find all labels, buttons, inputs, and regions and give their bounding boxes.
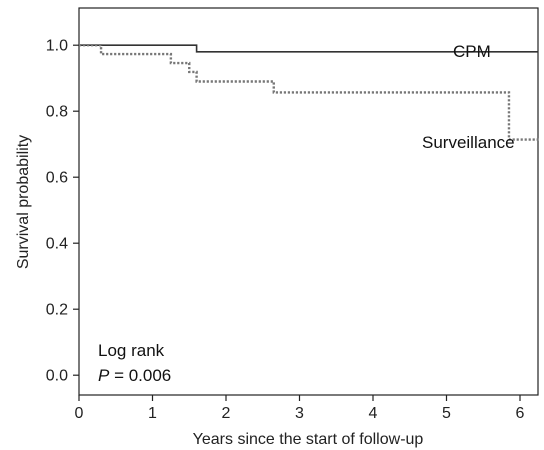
series-line-cpm (79, 44, 539, 53)
p-label: P (98, 366, 110, 385)
y-axis-title: Survival probability (15, 135, 32, 269)
y-tick-label: 0.2 (46, 302, 68, 319)
y-axis: 0.0 0.2 0.4 0.6 0.8 1.0 (46, 38, 79, 385)
y-tick-label: 0.6 (46, 170, 68, 187)
p-value-annotation: P = 0.006 (98, 366, 171, 385)
legend-surveillance-label: Surveillance (422, 133, 515, 152)
x-tick-label: 0 (75, 405, 84, 422)
legend-cpm-label: CPM (453, 42, 491, 61)
y-tick-label: 0.0 (46, 368, 68, 385)
x-axis: 0 1 2 3 4 5 6 (75, 395, 525, 422)
x-tick-label: 5 (442, 405, 451, 422)
y-tick-label: 0.8 (46, 104, 68, 121)
x-tick-label: 1 (148, 405, 157, 422)
x-axis-title: Years since the start of follow-up (193, 431, 424, 448)
series-layer (79, 44, 539, 141)
plot-frame (78, 7, 539, 396)
p-value: = 0.006 (109, 366, 171, 385)
y-tick-label: 0.4 (46, 236, 68, 253)
x-tick-label: 2 (222, 405, 231, 422)
log-rank-label: Log rank (98, 341, 165, 360)
x-tick-label: 6 (516, 405, 525, 422)
x-tick-label: 3 (295, 405, 304, 422)
x-tick-label: 4 (369, 405, 378, 422)
y-tick-label: 1.0 (46, 38, 68, 55)
series-line-surveillance (79, 44, 539, 141)
